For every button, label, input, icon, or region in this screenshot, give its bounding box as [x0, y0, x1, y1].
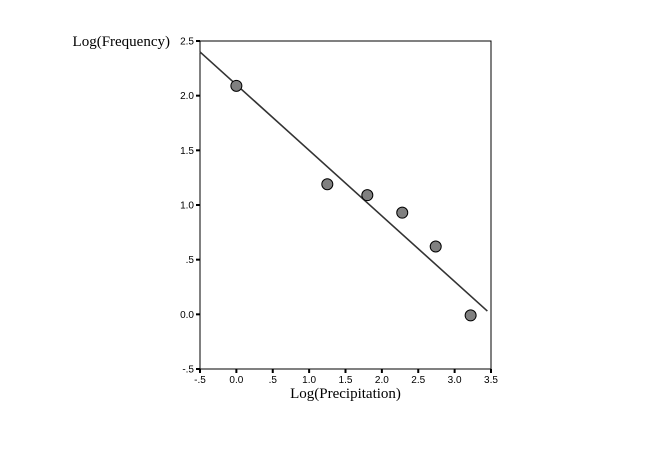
- regression-line: [199, 51, 488, 312]
- y-tick-label: 0.0: [180, 310, 194, 321]
- data-points: [230, 79, 477, 322]
- x-tick-label: .5: [269, 375, 278, 386]
- x-tick-label: 0.0: [229, 375, 243, 386]
- y-tick-label: .5: [186, 255, 195, 266]
- plot-frame: [199, 40, 492, 370]
- data-point: [321, 178, 334, 191]
- x-axis-title: Log(Precipitation): [290, 386, 401, 402]
- data-point: [230, 79, 243, 92]
- y-tick-label: 1.5: [180, 146, 194, 157]
- x-tick-label: 3.5: [484, 375, 498, 386]
- x-tick-label: 3.0: [448, 375, 462, 386]
- y-tick-label: 2.0: [180, 91, 194, 102]
- data-point: [396, 206, 409, 219]
- y-axis-title: Log(Frequency): [73, 34, 170, 50]
- x-tick-label: 2.5: [411, 375, 425, 386]
- y-tick-label: 2.5: [180, 37, 194, 48]
- x-tick-label: 1.0: [302, 375, 316, 386]
- data-point: [429, 240, 442, 253]
- y-axis: -.5 0.0 .5 1.0 1.5 2.0 2.5: [180, 37, 200, 376]
- y-tick-label: 1.0: [180, 201, 194, 212]
- x-tick-label: -.5: [194, 375, 206, 386]
- x-axis: -.5 0.0 .5 1.0 1.5 2.0 2.5 3.0 3.5: [194, 369, 498, 386]
- y-tick-label: -.5: [182, 365, 194, 376]
- x-tick-label: 2.0: [375, 375, 389, 386]
- data-point: [464, 309, 477, 322]
- data-point: [361, 189, 374, 202]
- x-tick-label: 1.5: [339, 375, 353, 386]
